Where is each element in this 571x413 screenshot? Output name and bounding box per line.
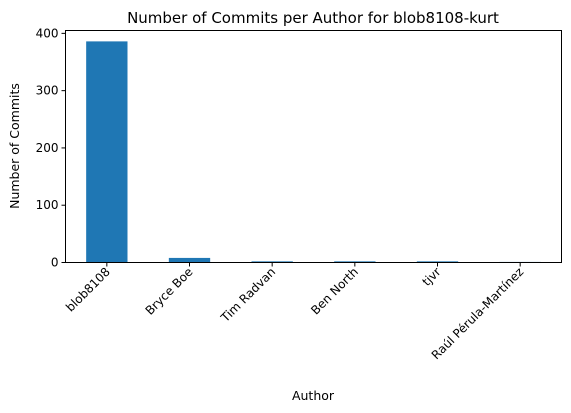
y-tick-label: 400 bbox=[36, 26, 59, 40]
y-axis-label: Number of Commits bbox=[7, 83, 22, 209]
plot-frame bbox=[65, 30, 562, 263]
bars-group bbox=[86, 41, 541, 263]
bar bbox=[334, 261, 376, 263]
x-tick-label: Bryce Boe bbox=[143, 265, 196, 318]
x-tick-label: Raúl Pérula-Martínez bbox=[429, 265, 527, 363]
y-axis: 0 100 200 300 400 bbox=[36, 26, 66, 270]
x-tick-label: tjvr bbox=[420, 265, 444, 289]
y-tick-label: 300 bbox=[36, 84, 59, 98]
y-tick-label: 100 bbox=[36, 198, 59, 212]
x-axis: blob8108 Bryce Boe Tim Radvan Ben North tjvr… bbox=[63, 262, 527, 363]
x-tick-label: blob8108 bbox=[63, 265, 113, 315]
bar bbox=[86, 41, 128, 263]
chart-title: Number of Commits per Author for blob810… bbox=[127, 9, 499, 27]
bar bbox=[416, 261, 459, 263]
x-axis-label: Author bbox=[292, 388, 335, 403]
x-tick-label: Tim Radvan bbox=[218, 265, 279, 326]
y-tick-label: 200 bbox=[36, 141, 59, 155]
bar bbox=[251, 261, 293, 263]
y-tick-label: 0 bbox=[51, 256, 59, 270]
x-tick-label: Ben North bbox=[308, 265, 361, 318]
bar bbox=[168, 257, 211, 263]
